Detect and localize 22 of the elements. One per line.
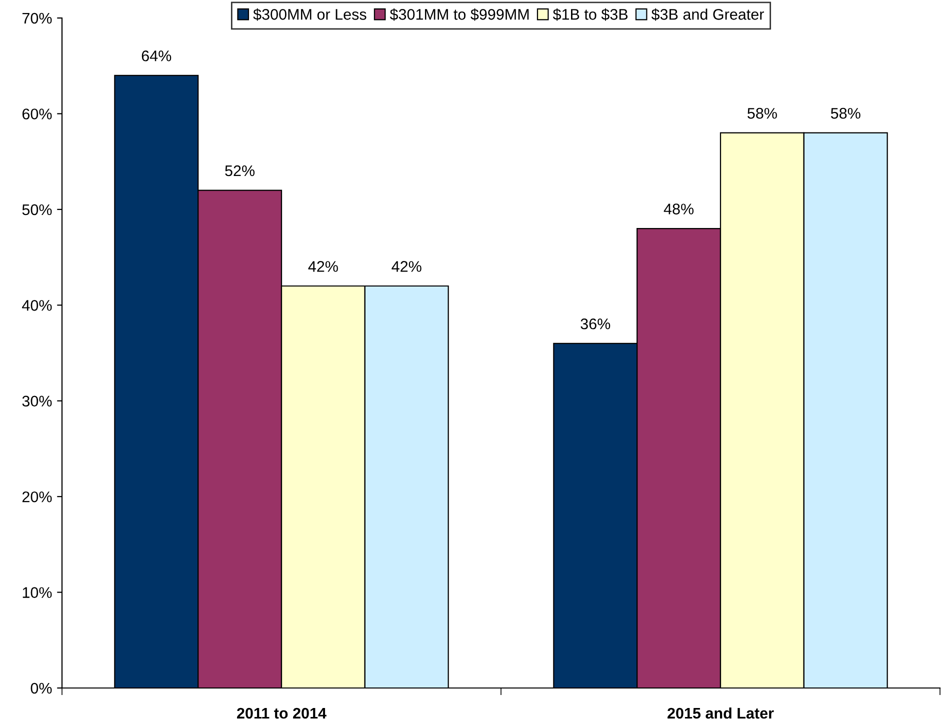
y-tick-label: 50% [22, 204, 52, 216]
y-tick-label: 20% [22, 491, 52, 502]
data-label: 36% [580, 318, 610, 330]
legend-label: $3B and Greater [651, 8, 764, 21]
x-tick-label: 2011 to 2014 [237, 708, 326, 719]
legend-label: $1B to $3B [552, 8, 628, 21]
y-tick-label: 10% [22, 587, 52, 598]
data-label: 58% [830, 108, 860, 119]
data-label: 42% [308, 261, 338, 272]
x-tick-label: 2015 and Later [668, 707, 774, 719]
data-label: 64% [142, 50, 172, 62]
y-tick-label: 30% [22, 396, 52, 407]
y-tick-label: 60% [22, 108, 52, 120]
y-tick-label: 40% [22, 300, 52, 311]
data-label: 48% [664, 204, 694, 214]
legend-label: $300MM or Less [253, 8, 366, 21]
data-label: 52% [225, 165, 255, 176]
legend-label: $301MM to $999MM [390, 8, 529, 21]
data-label: 58% [748, 108, 777, 119]
y-tick-label: 0% [30, 682, 52, 694]
data-label: 42% [392, 261, 422, 272]
y-tick-label: 70% [22, 12, 52, 24]
